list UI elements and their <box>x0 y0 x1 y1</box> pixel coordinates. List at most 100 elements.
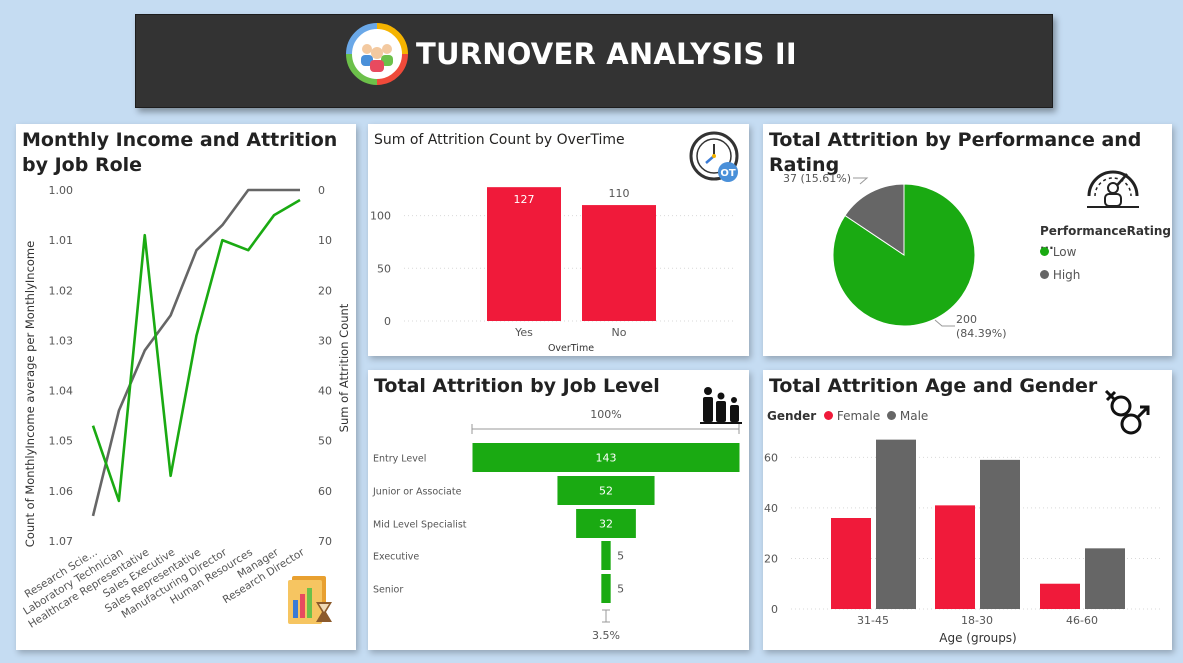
overtime-card: Sum of Attrition Count by OverTime 0 50 10… <box>368 124 749 356</box>
y-tick-label: 1.00 <box>49 184 74 197</box>
y-tick-label: 1.02 <box>49 284 74 297</box>
bottom-label: 3.5% <box>592 629 620 642</box>
age-gender-bar-chart: 0 20 40 60 31-45 18-30 46-60 Age (groups) <box>764 439 1163 645</box>
card-title: Total Attrition Age and Gender <box>769 375 1098 397</box>
y2-tick-label: 40 <box>318 385 332 398</box>
card-title: Total Attrition by Job Level <box>374 375 660 397</box>
gender-icon <box>1104 390 1150 435</box>
legend-item[interactable]: High <box>1040 268 1080 282</box>
legend-item-female[interactable]: Female <box>824 409 880 423</box>
y2-axis-title: Sum of Attrition Count <box>337 303 351 432</box>
bar <box>582 205 656 321</box>
data-label: 127 <box>514 193 535 206</box>
performance-card: Total Attrition by Performance and Ratin… <box>763 124 1172 356</box>
legend-title: Gender <box>767 409 817 423</box>
y-tick-label: 40 <box>764 502 778 515</box>
y-tick-label: 20 <box>764 552 778 565</box>
category-label: Junior or Associate <box>372 487 462 498</box>
income-attrition-card: Monthly Income and Attrition by Job Role… <box>16 124 356 650</box>
category-label: Entry Level <box>373 454 426 465</box>
svg-text:OT: OT <box>720 168 736 179</box>
funnel-bar <box>472 443 740 472</box>
legend-label: Female <box>836 409 881 423</box>
age-gender-card: Total Attrition Age and Gender Gender Fe… <box>763 370 1172 650</box>
x-tick-label: Yes <box>514 326 533 339</box>
leader-line <box>853 177 869 185</box>
legend-swatch <box>1040 270 1049 279</box>
legend-item-male[interactable]: Male <box>887 409 928 423</box>
y-tick-label: 1.03 <box>49 334 74 347</box>
pie-slice <box>844 183 905 256</box>
funnel-bar <box>601 541 611 570</box>
legend-label: High <box>1052 268 1081 282</box>
legend-swatch <box>887 411 897 420</box>
data-label: 5 <box>617 583 624 596</box>
legend-swatch <box>1040 247 1049 256</box>
y2-tick-label: 60 <box>318 485 332 498</box>
x-tick-label: 46-60 <box>1066 614 1098 627</box>
category-label: Senior <box>373 585 403 596</box>
y2-tick-label: 70 <box>318 535 332 548</box>
y-tick-label: 1.06 <box>49 485 74 498</box>
legend-item[interactable]: Low <box>1040 245 1076 259</box>
legend: Gender Female Male <box>767 409 928 423</box>
y2-tick-label: 50 <box>318 435 332 448</box>
bar <box>831 518 871 609</box>
y-tick-label: 0 <box>384 315 391 328</box>
x-tick-label: 31-45 <box>857 614 889 627</box>
card-title: Total Attrition by Performance and Ratin… <box>769 129 1142 176</box>
bar <box>487 187 561 321</box>
y-tick-label: 1.05 <box>49 435 74 448</box>
legend-label: Low <box>1052 245 1077 259</box>
y-tick-label: 50 <box>377 262 391 275</box>
stopwatch-ot-icon: OT <box>689 131 739 182</box>
funnel-bar <box>576 509 636 538</box>
card-title: Sum of Attrition Count by OverTime <box>374 132 625 148</box>
performance-pie-chart: 37 (15.61%) 200(84.39%) <box>783 172 1007 340</box>
data-label: 52 <box>599 485 613 498</box>
joblevel-card: Total Attrition by Job Level 100% Entry L… <box>368 370 749 650</box>
top-label: 100% <box>590 408 621 421</box>
data-label: 200 <box>956 313 977 326</box>
family-icon <box>700 387 742 424</box>
x-tick-label: 18-30 <box>961 614 993 627</box>
data-label: 32 <box>599 518 613 531</box>
data-label: 37 (15.61%) <box>783 172 851 185</box>
x-axis-title: OverTime <box>548 343 594 354</box>
bar <box>1085 548 1125 609</box>
category-label: Executive <box>373 552 419 563</box>
chart-hourglass-icon <box>288 576 332 624</box>
data-label: (84.39%) <box>956 327 1007 340</box>
y-tick-label: 1.04 <box>49 385 74 398</box>
funnel-bar <box>601 574 611 603</box>
dashboard-header: TURNOVER ANALYSIS II <box>135 14 1053 108</box>
x-axis-title: Age (groups) <box>939 631 1017 645</box>
y2-tick-label: 30 <box>318 334 332 347</box>
x-tick-label: No <box>612 326 627 339</box>
y-tick-label: 100 <box>370 210 391 223</box>
y2-tick-label: 0 <box>318 184 325 197</box>
bar <box>980 459 1020 609</box>
y-tick-label: 1.07 <box>49 535 74 548</box>
card-title: Monthly Income and Attrition by Job Role <box>22 129 338 176</box>
leader-line <box>934 319 955 327</box>
joblevel-funnel-chart: 100% Entry Level 143 Junior or Associate 52 M… <box>372 408 740 642</box>
category-label: Mid Level Specialist <box>373 520 467 531</box>
y2-tick-label: 10 <box>318 234 332 247</box>
data-label: 5 <box>617 550 624 563</box>
data-label: 110 <box>609 187 630 200</box>
overtime-bar-chart: 0 50 100 127 Yes 110 No OverTime <box>370 187 736 354</box>
funnel-bar <box>557 476 655 505</box>
bar <box>876 439 916 609</box>
legend-swatch <box>824 411 834 420</box>
speedometer-person-icon <box>1087 170 1139 208</box>
people-logo-icon <box>346 23 408 85</box>
series-line <box>91 188 300 517</box>
y-tick-label: 1.01 <box>49 234 74 247</box>
bar <box>935 505 975 609</box>
legend-label: Male <box>899 409 929 423</box>
income-line-chart: 1.00 1.01 1.02 1.03 1.04 1.05 1.06 1.07 0 10 20 30 4… <box>21 184 351 631</box>
y-tick-label: 60 <box>764 451 778 464</box>
y2-tick-label: 20 <box>318 284 332 297</box>
y-axis-title: Count of MonthlyIncome average per Month… <box>23 241 37 547</box>
